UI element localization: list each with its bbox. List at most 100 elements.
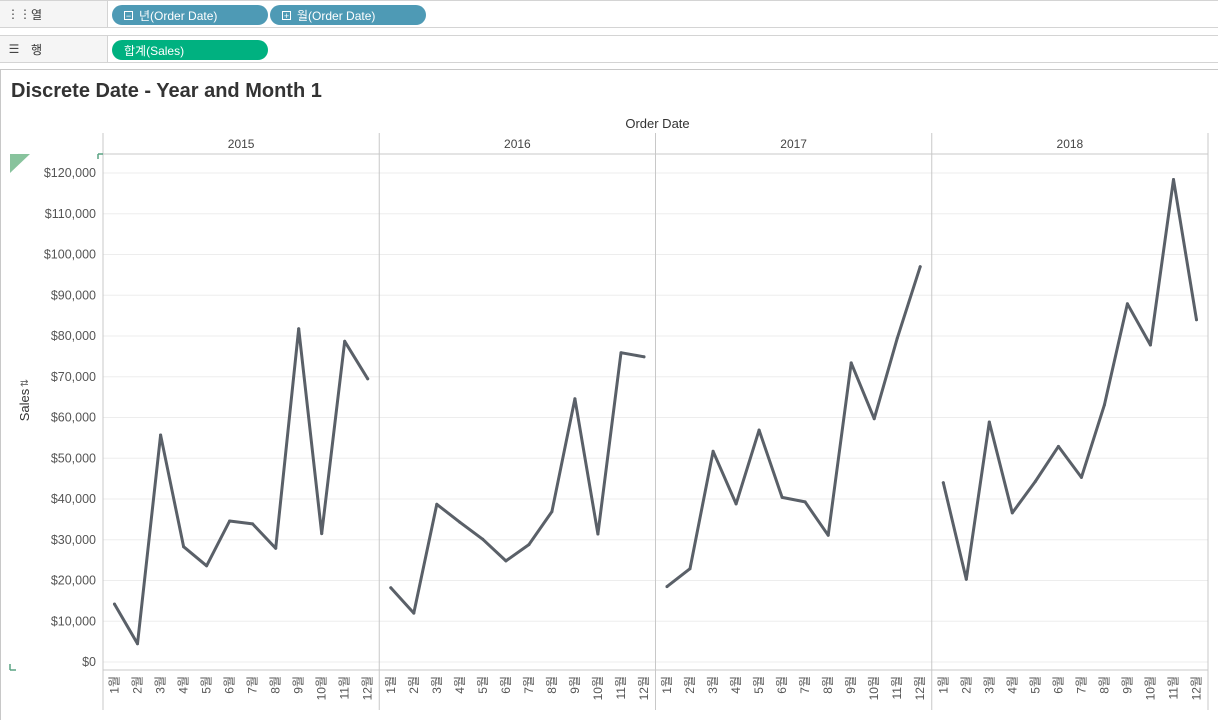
month-tick-label: 6월 xyxy=(223,676,237,694)
month-tick-label: 1월 xyxy=(108,676,122,694)
column-header-title: Order Date xyxy=(625,116,689,131)
month-tick-label: 1월 xyxy=(936,676,950,694)
pill-month-order-date[interactable]: + 월(Order Date) xyxy=(270,5,426,25)
month-tick-label: 4월 xyxy=(453,676,467,694)
data-point xyxy=(688,567,692,571)
data-point xyxy=(964,577,968,581)
month-tick-label: 5월 xyxy=(476,676,490,694)
sales-line-2017 xyxy=(665,265,922,589)
month-tick-label: 6월 xyxy=(499,676,513,694)
data-point xyxy=(366,377,370,381)
sales-line-2015 xyxy=(113,327,370,646)
sales-line-2018 xyxy=(941,178,1198,581)
month-tick-label: 1월 xyxy=(660,676,674,694)
month-tick-label: 7월 xyxy=(1074,676,1088,694)
data-point xyxy=(1125,302,1129,306)
month-tick-label: 12월 xyxy=(361,676,375,700)
month-tick-label: 3월 xyxy=(154,676,168,694)
year-header-2018: 2018 xyxy=(1057,137,1084,151)
pill-year-order-date[interactable]: − 년(Order Date) xyxy=(112,5,268,25)
data-point xyxy=(711,449,715,453)
y-tick-label: $0 xyxy=(82,655,96,669)
data-point xyxy=(872,417,876,421)
data-point xyxy=(941,481,945,485)
pill-sum-sales[interactable]: 합계(Sales) xyxy=(112,40,268,60)
rows-shelf: ☰ 행 합계(Sales) xyxy=(0,35,1218,63)
data-point xyxy=(1079,475,1083,479)
y-tick-label: $60,000 xyxy=(51,411,96,425)
month-tick-label: 7월 xyxy=(522,676,536,694)
data-point xyxy=(642,355,646,359)
data-point xyxy=(1010,511,1014,515)
pill-label: 합계(Sales) xyxy=(124,43,185,58)
month-tick-label: 9월 xyxy=(292,676,306,694)
data-point xyxy=(435,502,439,506)
data-point xyxy=(412,611,416,615)
sort-icon: ⇅ xyxy=(20,379,31,387)
data-point xyxy=(1148,343,1152,347)
month-tick-label: 2월 xyxy=(131,676,145,694)
month-tick-label: 4월 xyxy=(177,676,191,694)
month-tick-label: 12월 xyxy=(637,676,651,700)
data-point xyxy=(458,520,462,524)
pane-corner-icon xyxy=(10,154,30,173)
data-point xyxy=(389,586,393,590)
y-tick-label: $40,000 xyxy=(51,492,96,506)
sales-line-2016 xyxy=(389,351,646,615)
chart-title: Discrete Date - Year and Month 1 xyxy=(11,80,322,102)
y-tick-label: $110,000 xyxy=(45,207,96,221)
month-tick-label: 6월 xyxy=(1051,676,1065,694)
data-point xyxy=(228,519,232,523)
rows-shelf-label: ☰ 행 xyxy=(0,36,108,62)
month-tick-label: 1월 xyxy=(384,676,398,694)
month-tick-label: 4월 xyxy=(729,676,743,694)
month-tick-label: 8월 xyxy=(269,676,283,694)
data-point xyxy=(596,532,600,536)
month-tick-label: 3월 xyxy=(430,676,444,694)
data-point xyxy=(619,351,623,355)
data-point xyxy=(918,265,922,269)
rows-shelf-label-text: 행 xyxy=(31,42,43,57)
data-point xyxy=(826,533,830,537)
data-point xyxy=(757,428,761,432)
month-tick-label: 11월 xyxy=(890,676,904,700)
data-point xyxy=(573,397,577,401)
data-point xyxy=(274,546,278,550)
columns-shelf-label: ⋮⋮ 열 xyxy=(0,1,108,27)
month-tick-label: 12월 xyxy=(1189,676,1203,700)
data-point xyxy=(343,339,347,343)
view-area xyxy=(0,69,1218,720)
year-header-2015: 2015 xyxy=(228,137,255,151)
data-point xyxy=(1172,178,1175,181)
month-tick-label: 9월 xyxy=(844,676,858,694)
data-point xyxy=(665,585,669,589)
data-point xyxy=(481,537,485,541)
month-tick-label: 7월 xyxy=(798,676,812,694)
y-tick-label: $30,000 xyxy=(51,533,96,547)
data-point xyxy=(136,642,139,646)
plus-box-icon[interactable]: + xyxy=(282,10,291,21)
minus-box-icon[interactable]: − xyxy=(124,10,133,21)
month-tick-label: 3월 xyxy=(706,676,720,694)
month-tick-label: 5월 xyxy=(1028,676,1042,694)
columns-shelf-label-text: 열 xyxy=(31,7,43,22)
data-point xyxy=(1195,318,1198,322)
data-point xyxy=(987,420,991,424)
month-tick-label: 10월 xyxy=(315,676,329,700)
pill-label: 월(Order Date) xyxy=(297,8,376,23)
month-tick-label: 5월 xyxy=(200,676,214,694)
data-point xyxy=(895,336,899,340)
y-tick-label: $10,000 xyxy=(51,614,96,628)
data-point xyxy=(504,559,508,563)
data-point xyxy=(297,327,301,331)
month-tick-label: 11월 xyxy=(338,676,352,700)
month-tick-label: 6월 xyxy=(775,676,789,694)
axis-corner-mark xyxy=(9,664,16,671)
month-tick-label: 8월 xyxy=(821,676,835,694)
data-point xyxy=(251,522,255,526)
pill-label: 년(Order Date) xyxy=(139,8,218,23)
month-tick-label: 3월 xyxy=(982,676,996,694)
month-tick-label: 8월 xyxy=(1097,676,1111,694)
y-tick-label: $90,000 xyxy=(51,288,96,302)
